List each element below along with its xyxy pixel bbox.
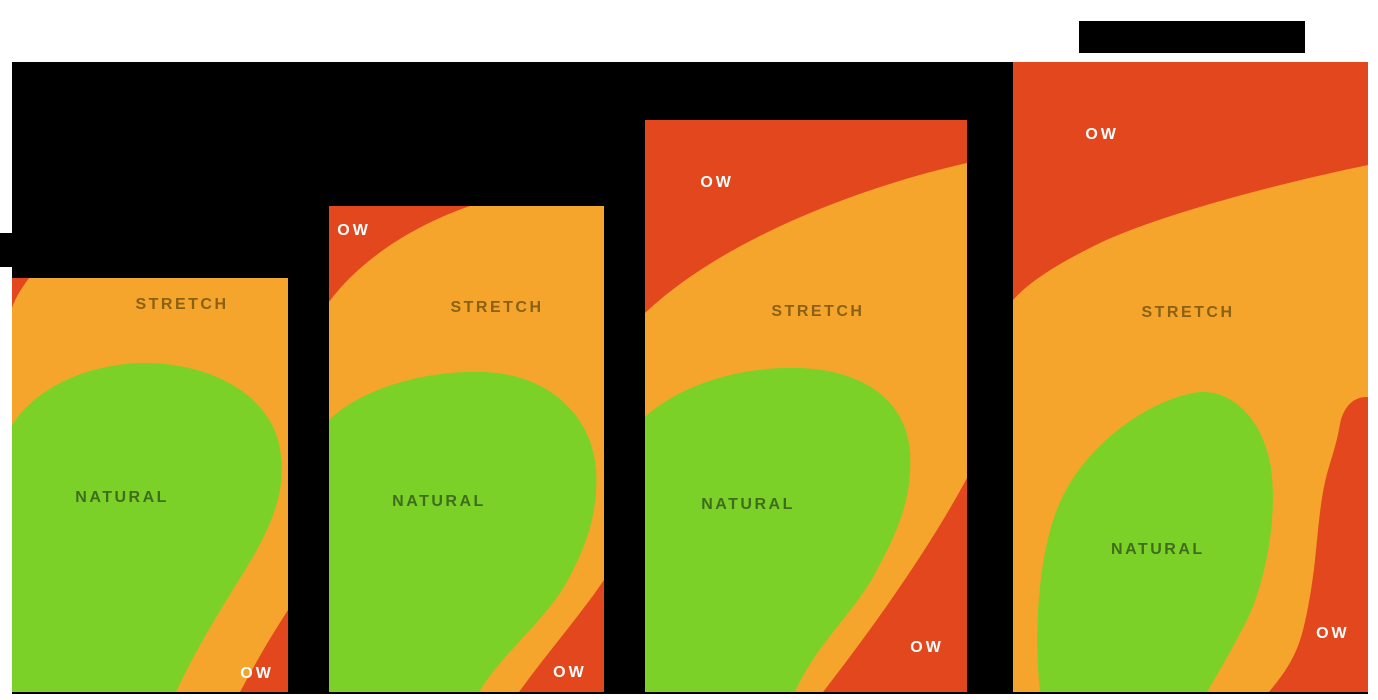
zone-ow-bottom-area: [240, 610, 288, 692]
zone-ow-bottom-area: [519, 580, 604, 692]
stretch-label: STRETCH: [1141, 303, 1235, 321]
panel-4: OW STRETCH NATURAL OW: [1013, 62, 1368, 692]
zone-ow-top-area: [645, 120, 967, 313]
zone-ow-bottom-area: [1269, 396, 1368, 692]
stretch-label: STRETCH: [135, 295, 229, 313]
zone-ow-top-area: [12, 278, 29, 308]
left-edge-notch: [0, 233, 12, 267]
zone-natural-area: [12, 362, 282, 692]
ow-top-label: OW: [1085, 126, 1119, 144]
ow-bottom-label: OW: [910, 638, 944, 656]
panel-3: OW STRETCH NATURAL OW: [645, 120, 967, 692]
stretch-label: STRETCH: [771, 303, 865, 321]
panel-2-zones: [329, 206, 604, 692]
ow-bottom-label: OW: [553, 664, 587, 682]
zone-ow-top-area: [329, 206, 470, 302]
stretch-label: STRETCH: [450, 299, 544, 317]
natural-label: NATURAL: [75, 488, 169, 506]
zone-ow-top-area: [1013, 62, 1368, 300]
ow-bottom-label: OW: [1316, 625, 1350, 643]
natural-label: NATURAL: [1111, 541, 1205, 559]
panel-1-zones: [12, 278, 288, 692]
panel-2: OW STRETCH NATURAL OW: [329, 206, 604, 692]
zone-natural-area: [645, 367, 911, 692]
zone-natural-area: [329, 371, 597, 692]
panel-1: STRETCH NATURAL OW: [12, 278, 288, 692]
ow-top-label: OW: [700, 173, 734, 191]
natural-label: NATURAL: [392, 492, 486, 510]
ow-top-label: OW: [337, 221, 371, 239]
zone-natural-area: [1037, 392, 1273, 692]
panel-4-zones: [1013, 62, 1368, 692]
header-bar: [1079, 21, 1305, 53]
zone-ow-bottom-area: [823, 478, 967, 692]
natural-label: NATURAL: [701, 495, 795, 513]
panel-3-zones: [645, 120, 967, 692]
ow-bottom-label: OW: [240, 665, 274, 683]
